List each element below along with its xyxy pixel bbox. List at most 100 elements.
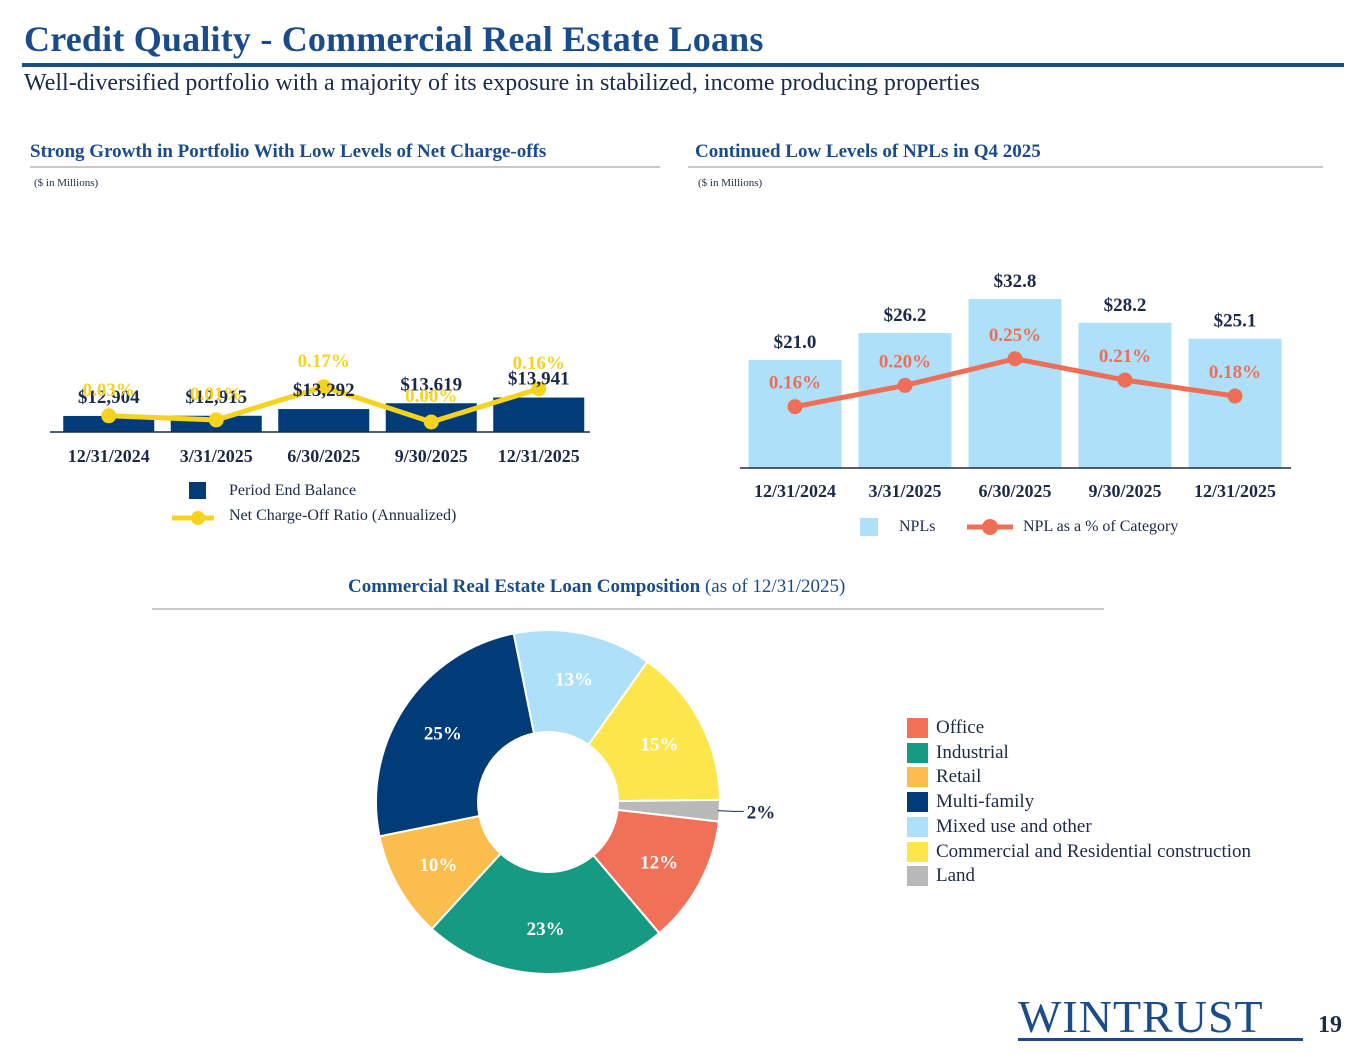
npl-value-label-4: $25.1 <box>1214 311 1257 332</box>
charge-off-ratio-point-2 <box>316 379 332 395</box>
wintrust-logo: WINTRUST <box>1018 991 1264 1042</box>
balance-bar-2 <box>278 409 370 432</box>
charge-off-ratio-label-3: 0.00% <box>405 386 457 407</box>
npl-bar-1 <box>858 333 952 468</box>
legend-label-npls: NPLs <box>899 518 936 535</box>
balance-chart: $12,904 12/31/2024 $12,915 3/31/2025 $13,292… <box>50 351 590 466</box>
donut-slice-land <box>616 798 721 823</box>
npl-category-label-0: 12/31/2024 <box>754 481 836 501</box>
npl-chart: $21.0 12/31/2024 $26.2 3/31/2025 $32.8 6/30/2… <box>740 271 1291 501</box>
legend-swatch-npls <box>860 518 878 536</box>
charge-off-ratio-point-1 <box>208 412 224 428</box>
npl-percent-point-3 <box>1117 372 1133 388</box>
legend-item-industrial: Industrial <box>907 742 1009 764</box>
charge-off-ratio-point-4 <box>531 381 547 397</box>
donut-label-6: 2% <box>747 802 776 823</box>
npl-percent-label-1: 0.20% <box>879 351 931 372</box>
legend-item-office: Office <box>907 717 984 739</box>
legend-label: Land <box>936 865 976 887</box>
legend-item-mixed-use-and-other: Mixed use and other <box>907 816 1092 838</box>
balance-category-label-0: 12/31/2024 <box>68 446 150 466</box>
logo-underline <box>1018 1038 1303 1041</box>
balance-category-label-2: 6/30/2025 <box>287 446 360 466</box>
balance-category-label-4: 12/31/2025 <box>498 446 580 466</box>
legend-label-charge-off-ratio: Net Charge-Off Ratio (Annualized) <box>229 507 457 524</box>
legend-swatch <box>907 742 928 763</box>
charge-off-ratio-label-4: 0.16% <box>513 353 565 374</box>
legend-swatch <box>907 866 928 887</box>
balance-bar-0 <box>63 415 155 432</box>
title-divider <box>22 63 1344 67</box>
legend-swatch-npl-percent <box>967 519 1013 535</box>
charge-off-ratio-label-2: 0.17% <box>298 351 350 372</box>
legend-swatch-charge-off-ratio <box>172 511 214 525</box>
balance-value-label-0: $12,904 <box>78 387 140 408</box>
donut-leader-line-6 <box>717 810 744 812</box>
npl-category-label-4: 12/31/2025 <box>1194 481 1276 501</box>
legend-label: Multi-family <box>936 791 1035 813</box>
page-number: 19 <box>1318 1012 1342 1038</box>
npl-bar-2 <box>968 299 1062 468</box>
legend-label: Commercial and Residential construction <box>936 840 1252 862</box>
npl-value-label-2: $32.8 <box>994 271 1037 292</box>
donut-label-1: 23% <box>527 919 565 940</box>
balance-bar-4 <box>493 397 585 432</box>
npl-percent-point-0 <box>787 399 803 415</box>
right-chart-units: ($ in Millions) <box>698 177 763 189</box>
npl-category-label-1: 3/31/2025 <box>868 481 941 501</box>
left-chart-title: Strong Growth in Portfolio With Low Leve… <box>30 141 547 162</box>
donut-slice-commercial-and-residential-construction <box>587 660 721 803</box>
composition-divider <box>152 608 1104 610</box>
legend-label-period-end-balance: Period End Balance <box>229 482 357 499</box>
left-chart-divider <box>30 166 660 168</box>
legend-swatch <box>907 792 928 813</box>
donut-label-3: 25% <box>424 723 462 744</box>
npl-percent-label-2: 0.25% <box>989 325 1041 346</box>
legend-label: Retail <box>936 766 982 788</box>
composition-title: Commercial Real Estate Loan Composition … <box>348 576 845 598</box>
legend-swatch <box>907 767 928 788</box>
balance-value-label-4: $13,941 <box>508 369 570 390</box>
legend-swatch <box>907 718 928 738</box>
donut-slice-industrial <box>430 852 661 975</box>
npl-percent-label-3: 0.21% <box>1099 346 1151 367</box>
legend-swatch-period-end-balance <box>189 482 206 499</box>
npl-percent-label-0: 0.16% <box>769 373 821 394</box>
npl-category-label-3: 9/30/2025 <box>1088 481 1161 501</box>
legend-item-multi-family: Multi-family <box>907 791 1034 813</box>
composition-title-main: Commercial Real Estate Loan Composition <box>348 576 701 597</box>
legend-item-land: Land <box>907 865 975 887</box>
legend-swatch <box>907 816 928 837</box>
legend-swatch <box>907 841 928 862</box>
npl-value-label-3: $28.2 <box>1104 295 1147 316</box>
npl-percent-point-2 <box>1007 351 1023 367</box>
balance-category-label-1: 3/31/2025 <box>180 446 253 466</box>
legend-label: Office <box>936 717 985 738</box>
charge-off-ratio-point-3 <box>423 414 439 430</box>
npl-percent-label-4: 0.18% <box>1209 362 1261 383</box>
composition-title-date: (as of 12/31/2025) <box>700 576 846 597</box>
left-chart-units: ($ in Millions) <box>34 177 99 189</box>
balance-category-label-3: 9/30/2025 <box>395 446 468 466</box>
legend-label-npl-percent: NPL as a % of Category <box>1023 518 1179 535</box>
charge-off-ratio-point-0 <box>101 408 117 424</box>
composition-donut: 12% 23% 10% 25% 13% 15% 2% <box>375 629 776 975</box>
right-chart-divider <box>688 166 1323 168</box>
npl-percent-point-4 <box>1227 388 1243 404</box>
charge-off-ratio-label-0: 0.03% <box>83 380 135 401</box>
npl-bar-3 <box>1078 322 1172 468</box>
donut-label-2: 10% <box>419 855 457 876</box>
npl-percent-point-1 <box>897 377 913 393</box>
npl-category-label-2: 6/30/2025 <box>978 481 1051 501</box>
page-subtitle: Well-diversified portfolio with a majori… <box>24 70 980 96</box>
page-title: Credit Quality - Commercial Real Estate … <box>24 19 764 59</box>
legend-item-retail: Retail <box>907 766 981 788</box>
npl-value-label-1: $26.2 <box>884 305 927 326</box>
donut-label-5: 15% <box>641 734 679 755</box>
charge-off-ratio-label-1: 0.01% <box>190 384 242 405</box>
donut-label-4: 13% <box>555 670 593 691</box>
donut-label-0: 12% <box>640 852 678 873</box>
balance-value-label-1: $12,915 <box>185 387 247 408</box>
npl-value-label-0: $21.0 <box>774 332 817 353</box>
right-chart-title: Continued Low Levels of NPLs in Q4 2025 <box>695 141 1041 162</box>
